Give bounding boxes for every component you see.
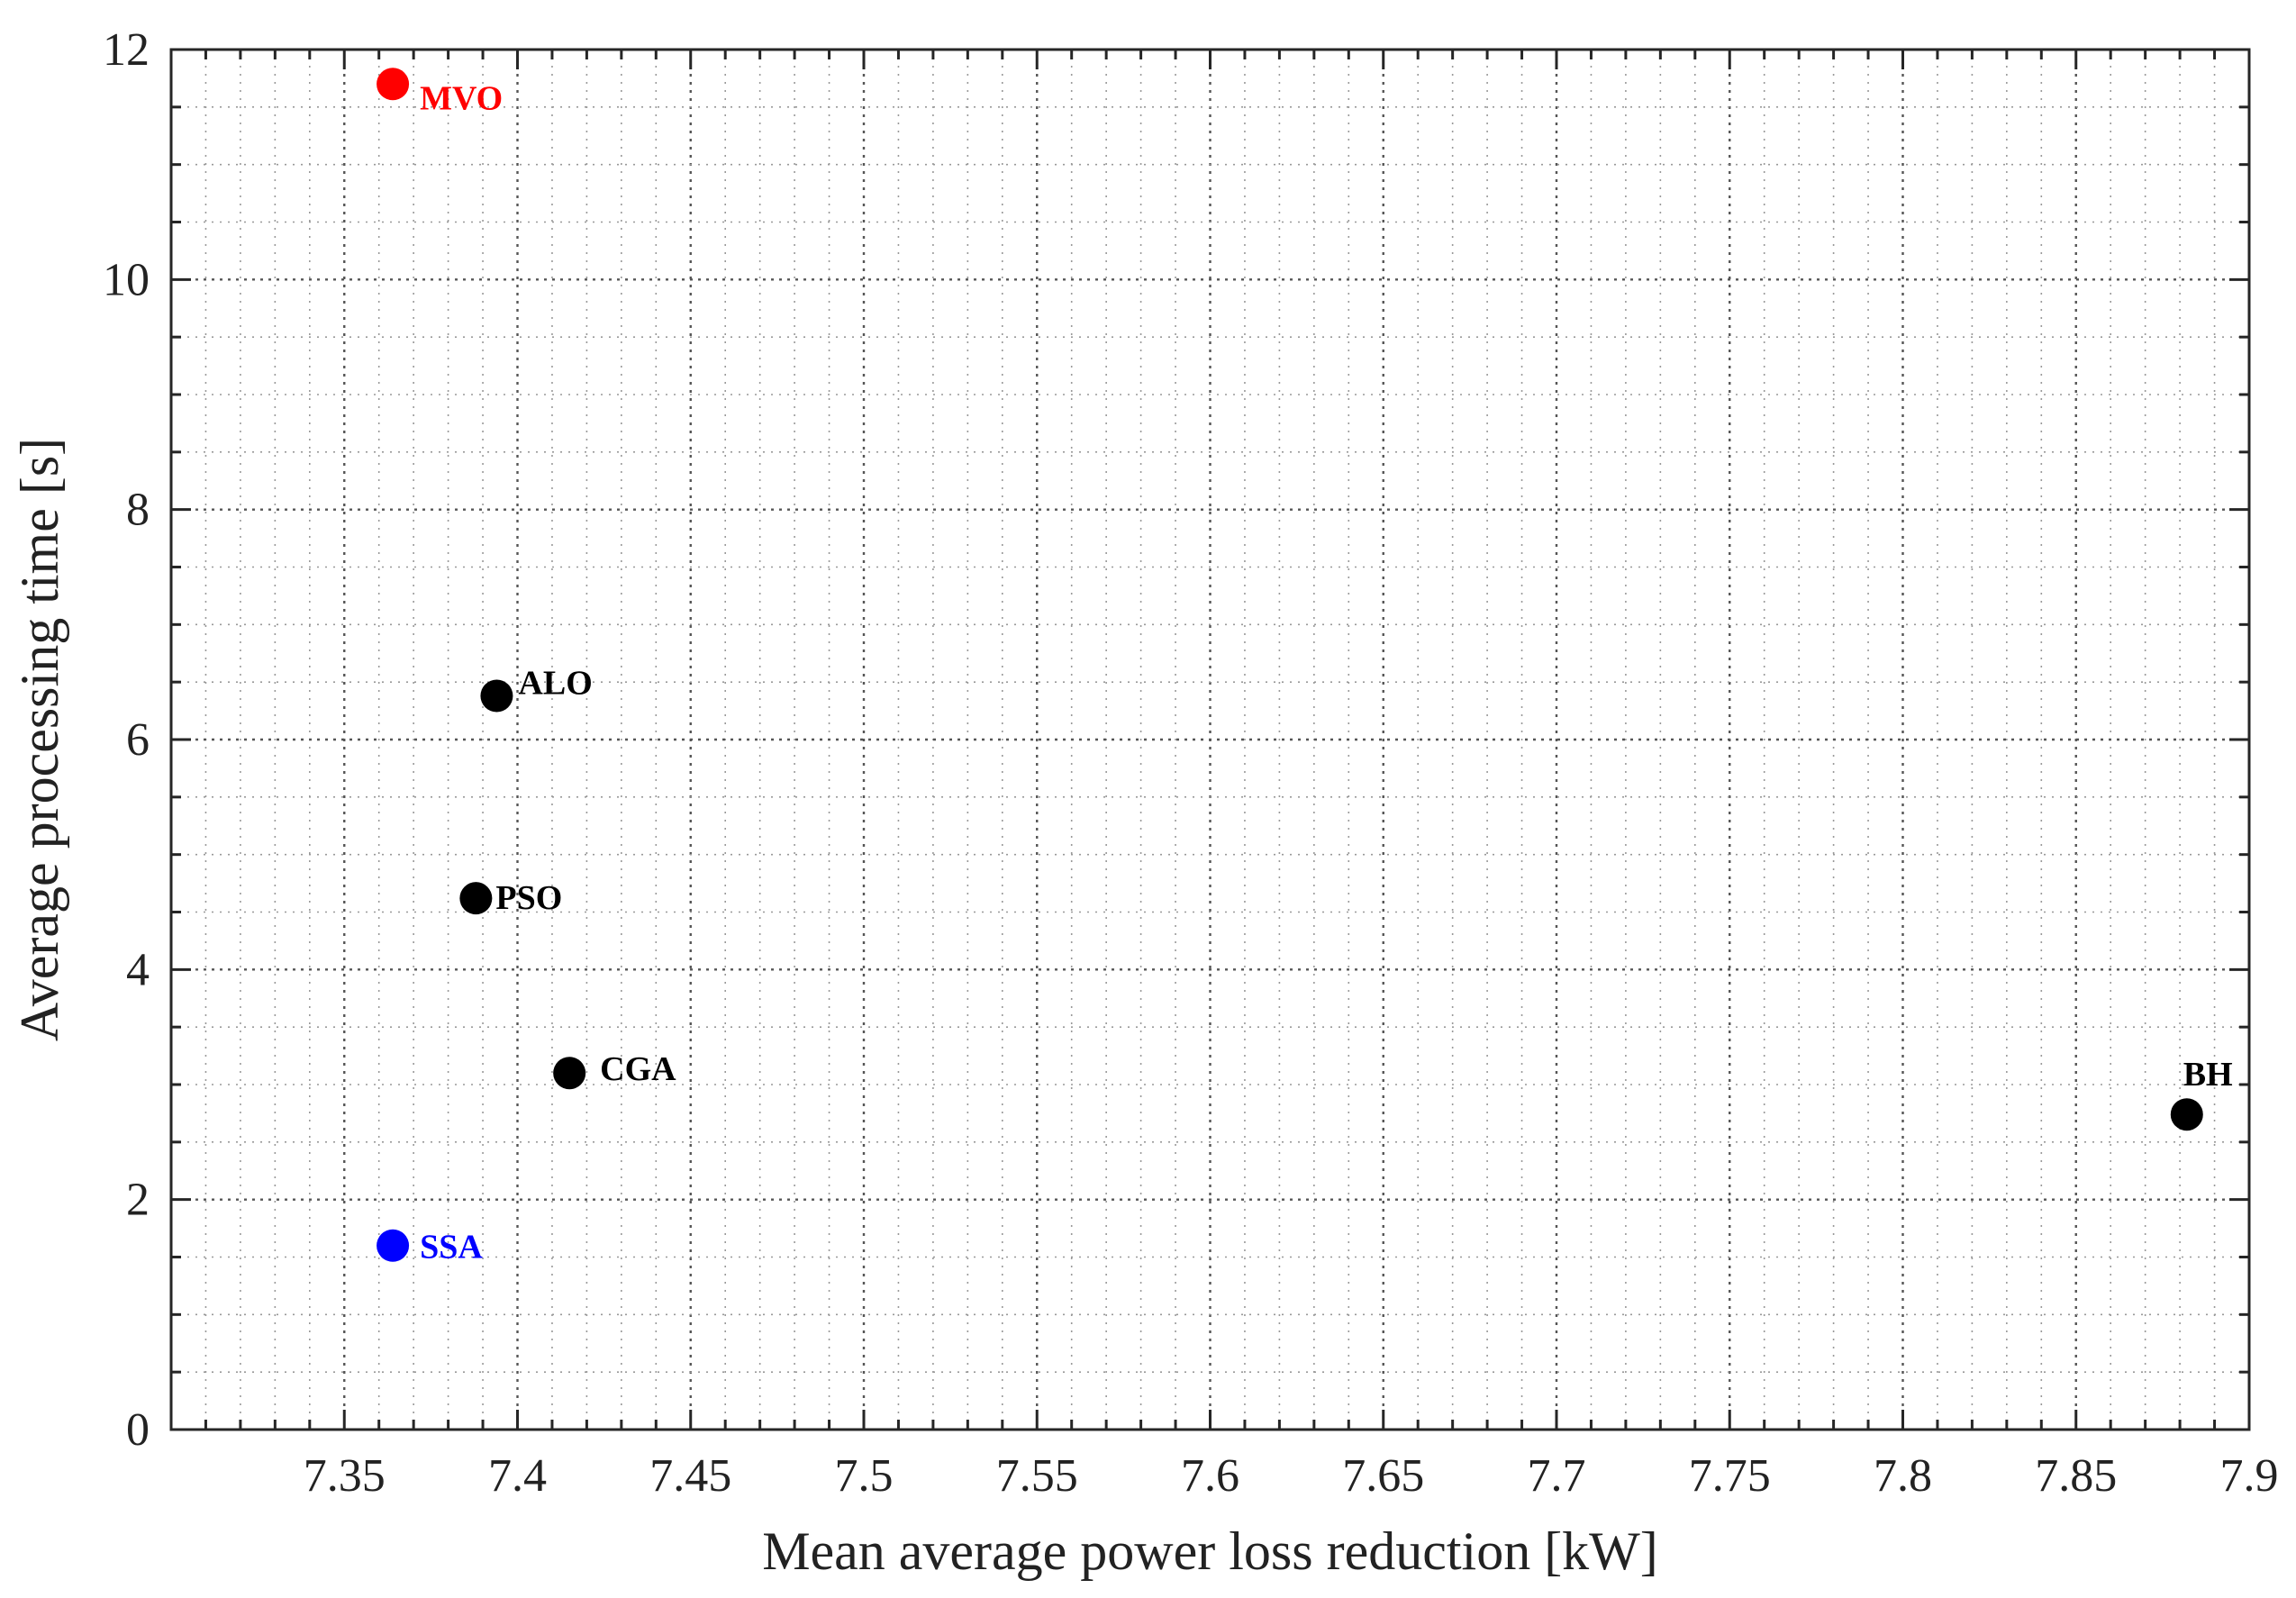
data-point-label: CGA [600, 1050, 676, 1088]
x-tick-label: 7.9 [2220, 1450, 2279, 1502]
data-point-label: ALO [518, 664, 592, 702]
x-tick-label: 7.4 [488, 1450, 547, 1502]
y-tick-label: 8 [126, 485, 150, 536]
data-points: MVO ALO PSO CGA BH SSA [377, 68, 2233, 1267]
data-point-label: SSA [420, 1229, 483, 1267]
y-tick-label: 6 [126, 714, 150, 766]
data-point [2170, 1098, 2203, 1131]
x-tick-label: 7.8 [1874, 1450, 1932, 1502]
plot-frame [169, 48, 2251, 1431]
data-point-label: BH [2183, 1056, 2233, 1094]
data-point [553, 1057, 586, 1090]
x-tick-labels: 7.35 7.4 7.45 7.5 7.55 7.6 7.65 7.7 7.75 7.8 7.85 7… [304, 1450, 2279, 1502]
grid-lines [171, 50, 2249, 1430]
x-tick-label: 7.5 [835, 1450, 894, 1502]
y-tick-label: 12 [103, 24, 150, 76]
y-tick-label: 0 [126, 1404, 150, 1456]
y-tick-labels: 0 2 4 6 8 10 12 [103, 24, 150, 1456]
x-axis-title: Mean average power loss reduction [kW] [762, 1521, 1658, 1581]
x-tick-label: 7.6 [1181, 1450, 1239, 1502]
data-point [480, 679, 513, 713]
data-point [377, 68, 410, 101]
y-tick-label: 2 [126, 1175, 150, 1226]
x-tick-label: 7.35 [304, 1450, 386, 1502]
x-tick-label: 7.75 [1689, 1450, 1771, 1502]
data-point-label: PSO [495, 879, 562, 917]
data-point [377, 1229, 410, 1262]
data-point-label: MVO [420, 79, 503, 117]
y-tick-label: 4 [126, 944, 150, 995]
y-tick-label: 10 [103, 254, 150, 305]
data-point [459, 882, 493, 915]
x-tick-label: 7.45 [649, 1450, 731, 1502]
x-tick-label: 7.7 [1528, 1450, 1586, 1502]
x-tick-label: 7.55 [996, 1450, 1078, 1502]
axis-ticks [171, 50, 2249, 1430]
x-tick-label: 7.65 [1342, 1450, 1424, 1502]
y-axis-title: Average processing time [s] [10, 438, 69, 1041]
x-tick-label: 7.85 [2035, 1450, 2117, 1502]
